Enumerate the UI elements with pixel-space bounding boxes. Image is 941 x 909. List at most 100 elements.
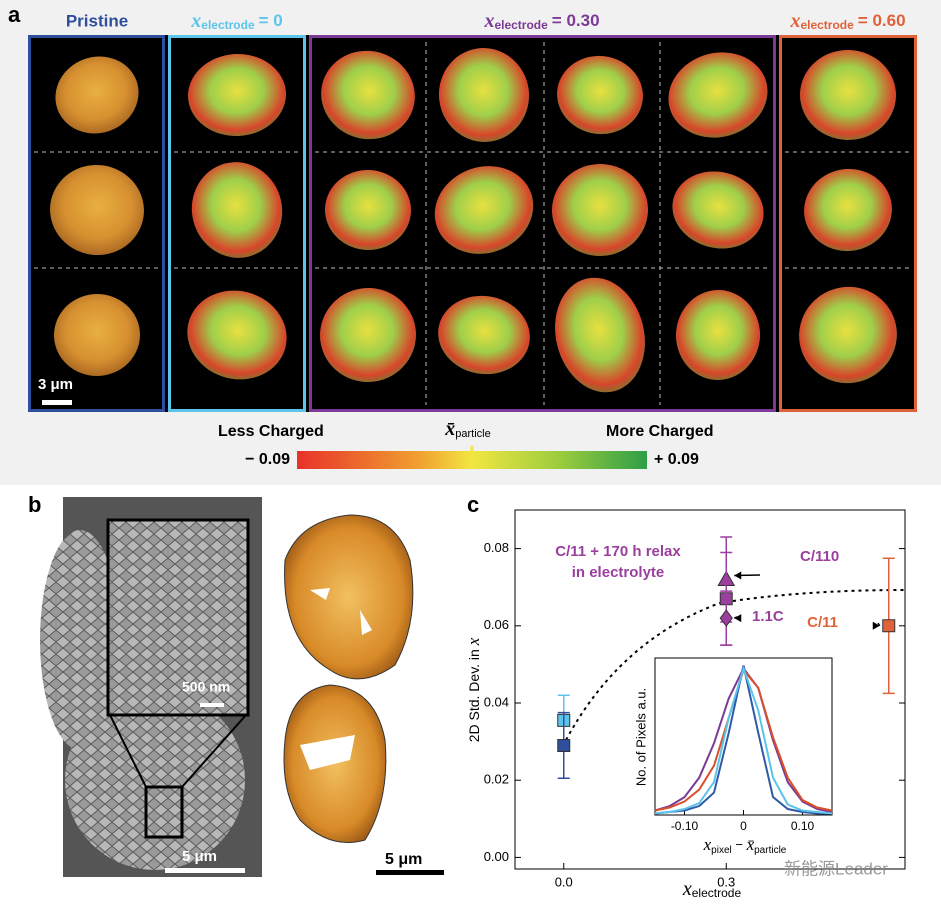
x-tick-label: 0 — [740, 819, 747, 833]
subscript: electrode — [692, 886, 742, 900]
marker — [719, 609, 733, 627]
label: 2D Std. Dev. in — [466, 645, 482, 742]
particle — [434, 166, 534, 254]
panel-c: c 2D Std. Dev. in x xelectrode No. of Pi… — [464, 492, 906, 901]
symbol: x — [483, 10, 494, 32]
particle — [321, 50, 415, 140]
sem-zoom — [106, 518, 250, 717]
x-tick-label: 0.0 — [555, 874, 573, 889]
arrow-head — [734, 614, 742, 623]
particle — [325, 169, 411, 251]
rest: = 0.30 — [552, 11, 600, 30]
particle — [50, 164, 144, 256]
annotation: 1.1C — [752, 608, 784, 625]
subscript: electrode — [800, 18, 854, 32]
particle — [672, 171, 764, 249]
sem-particle — [40, 530, 120, 750]
colorbar-max: + 0.09 — [654, 451, 699, 468]
annotation: C/11 + 170 h relax — [555, 543, 681, 560]
scale-bar-label: 5 μm — [385, 851, 422, 868]
symbol: x — [682, 878, 692, 900]
colorbar-min: − 0.09 — [245, 451, 290, 468]
particle — [188, 53, 286, 137]
x-axis-label: xelectrode — [682, 878, 742, 901]
tomography-particle — [284, 514, 414, 680]
arrow-head — [872, 621, 880, 630]
x-tick-label: 0.3 — [717, 874, 735, 889]
zoom-box — [144, 785, 184, 839]
column-title: xelectrode = 0.60 — [789, 10, 905, 33]
frame-x030 — [309, 35, 776, 412]
panel-label: c — [467, 492, 479, 517]
annotation: C/110 — [800, 548, 839, 565]
colorbar — [297, 451, 647, 469]
scale-bar — [376, 870, 444, 875]
scale-bar-label: 5 μm — [182, 848, 217, 865]
subscript: pixel — [711, 845, 732, 856]
particle — [557, 55, 643, 135]
symbol: x — [789, 10, 800, 32]
particle — [54, 293, 140, 377]
symbol: x — [190, 10, 201, 32]
y-tick-label: 0.08 — [484, 540, 509, 555]
colorbar-right-title: More Charged — [606, 423, 714, 440]
arrow-head — [734, 571, 742, 580]
inset-y-label: No. of Pixels a.u. — [633, 688, 648, 786]
panel-label: a — [8, 2, 21, 27]
subscript: electrode — [494, 18, 548, 32]
scale-bar — [165, 868, 245, 873]
minus: − — [732, 837, 747, 852]
frame-x060 — [779, 35, 917, 412]
symbol: x — [464, 637, 483, 646]
inset-x-label: xpixel − x̄particle — [703, 835, 787, 856]
y-tick-label: 0.00 — [484, 849, 509, 864]
panel-label: b — [28, 492, 41, 517]
particle — [799, 286, 897, 384]
particle-images — [34, 42, 911, 405]
particle — [555, 277, 645, 393]
colorbar-left-title: Less Charged — [218, 423, 324, 440]
marker — [882, 619, 896, 633]
particle — [800, 49, 896, 141]
symbol: x — [703, 835, 712, 854]
annotation: C/11 — [807, 614, 838, 631]
particle — [438, 48, 530, 142]
zoom-line — [181, 714, 247, 788]
scale-bar-label: 3 μm — [38, 376, 73, 393]
y-tick-label: 0.02 — [484, 772, 509, 787]
scale-bar-label: 500 nm — [182, 679, 230, 695]
rest: = 0 — [259, 11, 283, 30]
column-title: xelectrode = 0 — [190, 10, 282, 33]
zoom-line — [109, 714, 147, 788]
particle — [668, 52, 768, 138]
colorbar-center-label: x̄particle — [444, 418, 490, 440]
annotation: in electrolyte — [572, 564, 665, 581]
x-tick-label: -0.10 — [671, 819, 699, 833]
marker — [557, 738, 571, 752]
frame-x0 — [168, 35, 306, 412]
particle — [552, 163, 648, 257]
column-title: Pristine — [66, 11, 128, 30]
particle — [675, 290, 761, 380]
watermark: 新能源Leader — [784, 859, 888, 878]
scale-bar — [200, 703, 224, 707]
particle — [191, 162, 283, 258]
subscript: electrode — [201, 18, 255, 32]
particle — [804, 168, 892, 252]
frame-pristine — [28, 35, 165, 412]
particle — [438, 295, 530, 375]
x-tick-label: 0.10 — [791, 819, 815, 833]
line — [654, 665, 833, 815]
inset-frame — [654, 657, 833, 816]
arrow — [877, 622, 881, 627]
column-title: xelectrode = 0.30 — [483, 10, 599, 33]
subscript: particle — [754, 845, 787, 856]
y-tick-label: 0.04 — [484, 694, 509, 709]
particle — [55, 56, 139, 134]
scale-bar — [42, 400, 72, 405]
rest: = 0.60 — [858, 11, 906, 30]
symbol: x̄ — [746, 835, 755, 854]
voids — [300, 588, 372, 770]
